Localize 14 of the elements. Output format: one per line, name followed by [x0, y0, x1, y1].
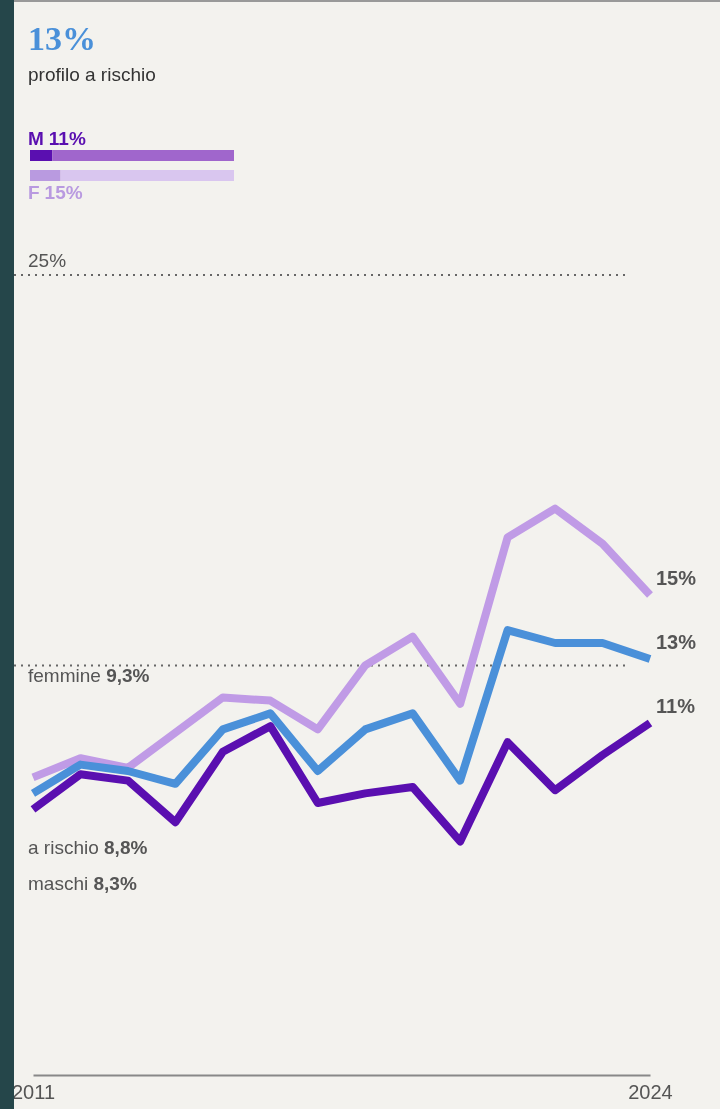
data-label: 15% [656, 567, 697, 589]
chart-title: 13% [28, 20, 96, 57]
annotation: a rischio 8,8% [28, 837, 148, 859]
data-label: 15% [44, 182, 83, 203]
x-tick-label: 2024 [628, 1081, 673, 1104]
annotation: maschi 8,3% [28, 873, 137, 895]
annotation: femmine 9,3% [28, 665, 150, 687]
y-tick-label: M [28, 128, 44, 149]
y-tick-label: F [28, 182, 40, 203]
ref-line-label: 25% [28, 250, 67, 271]
chart-subtitle: profilo a rischio [28, 64, 156, 85]
data-label: 13% [656, 631, 697, 653]
data-label: 11% [48, 128, 86, 149]
data-label: 11% [656, 695, 696, 717]
